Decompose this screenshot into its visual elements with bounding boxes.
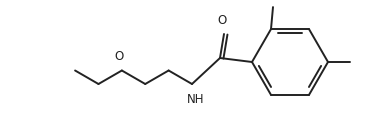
Text: O: O — [114, 51, 123, 63]
Text: NH: NH — [187, 93, 205, 106]
Text: O: O — [217, 14, 227, 27]
